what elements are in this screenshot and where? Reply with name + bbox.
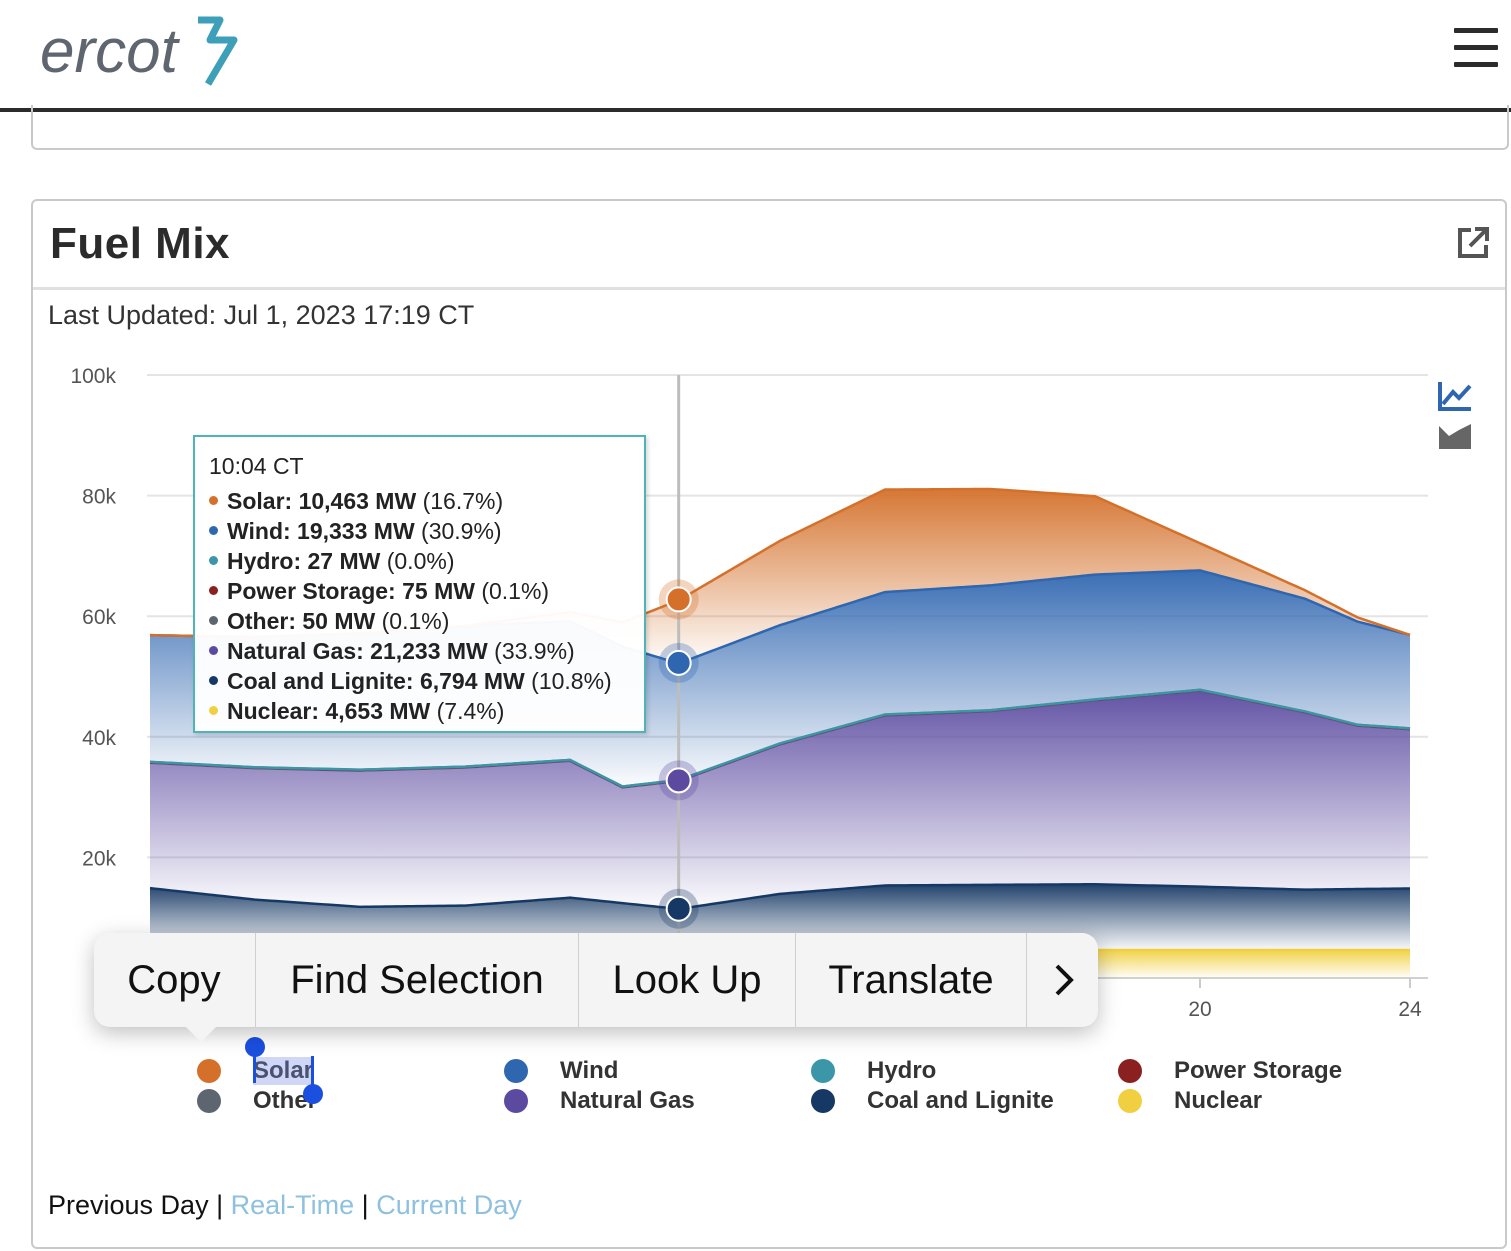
hover-marker-solar [665, 586, 692, 613]
tooltip-value: Natural Gas: 21,233 MW [227, 638, 488, 664]
selection-end-handle[interactable] [303, 1084, 323, 1104]
tooltip-value: Nuclear: 4,653 MW [227, 698, 431, 724]
separator: | [361, 1190, 369, 1220]
legend-label: Coal and Lignite [867, 1087, 1054, 1114]
x-tick-label: 24 [1398, 998, 1422, 1021]
legend-dot [811, 1059, 835, 1083]
line-coal-and-lignite [149, 882, 1411, 910]
area-solar [150, 488, 1410, 663]
tooltip-row: Other: 50 MW (0.1%) [209, 606, 630, 636]
hover-marker-natural-gas [665, 767, 692, 794]
external-link-icon[interactable] [1455, 225, 1491, 261]
current-day-link[interactable]: Current Day [376, 1190, 522, 1220]
y-tick-label: 40k [82, 727, 116, 750]
y-tick-label: 20k [82, 847, 116, 870]
tooltip-percent: (7.4%) [436, 698, 505, 724]
tooltip-row: Coal and Lignite: 6,794 MW (10.8%) [209, 666, 630, 696]
text-selection [253, 1057, 313, 1085]
chart-tooltip: 10:04 CT Solar: 10,463 MW (16.7%) Wind: 1… [193, 435, 646, 733]
tooltip-row: Hydro: 27 MW (0.0%) [209, 546, 630, 576]
chevron-right-icon[interactable] [1049, 963, 1079, 997]
tooltip-percent: (0.1%) [481, 578, 550, 604]
tooltip-value: Solar: 10,463 MW [227, 488, 417, 514]
legend-dot [197, 1089, 221, 1113]
tooltip-dot [209, 616, 218, 626]
legend-dot [1118, 1089, 1142, 1113]
separator: | [216, 1190, 224, 1220]
logo-text: ercot [40, 17, 181, 86]
y-tick-label: 100k [70, 365, 116, 388]
ercot-logo[interactable]: ercot [40, 6, 250, 96]
tooltip-row: Natural Gas: 21,233 MW (33.9%) [209, 636, 630, 666]
previous-day-text: Previous Day [48, 1190, 209, 1220]
legend-label: Natural Gas [560, 1087, 695, 1114]
selection-start-caret [253, 1050, 256, 1083]
tooltip-value: Wind: 19,333 MW [227, 518, 415, 544]
y-tick-label: 80k [82, 486, 116, 509]
copy-menu-item[interactable]: Copy [127, 958, 221, 1002]
tooltip-dot [209, 706, 218, 716]
selection-start-handle[interactable] [245, 1037, 265, 1057]
hamburger-icon[interactable] [1454, 28, 1500, 68]
legend-label: Hydro [867, 1057, 937, 1084]
previous-card [31, 105, 1509, 150]
tooltip-value: Coal and Lignite: 6,794 MW [227, 668, 525, 694]
tooltip-percent: (30.9%) [421, 518, 502, 544]
tooltip-dot [209, 676, 218, 686]
legend-label: Wind [560, 1057, 619, 1084]
x-tick-label: 20 [1188, 998, 1211, 1021]
tooltip-row: Wind: 19,333 MW (30.9%) [209, 516, 630, 546]
day-nav: Previous Day | Real-Time | Current Day [48, 1190, 522, 1221]
tooltip-percent: (0.1%) [381, 608, 450, 634]
tooltip-value: Power Storage: 75 MW [227, 578, 475, 604]
legend-dot [1118, 1059, 1142, 1083]
card-header: Fuel Mix [33, 201, 1505, 290]
tooltip-dot [209, 556, 218, 566]
legend-dot [811, 1089, 835, 1113]
tooltip-time: 10:04 CT [209, 453, 304, 479]
line-hydro [149, 688, 1411, 788]
line-chart-icon[interactable] [1437, 380, 1473, 412]
tooltip-row: Nuclear: 4,653 MW (7.4%) [209, 696, 630, 726]
find-selection-menu-item[interactable]: Find Selection [290, 958, 544, 1002]
y-tick-label: 60k [82, 606, 116, 629]
site-header: ercot [0, 0, 1511, 108]
tooltip-percent: (33.9%) [494, 638, 575, 664]
tooltip-percent: (10.8%) [531, 668, 612, 694]
last-updated: Last Updated: Jul 1, 2023 17:19 CT [48, 300, 475, 330]
area-natural-gas [150, 690, 1410, 909]
legend-dot [504, 1059, 528, 1083]
header-divider [0, 108, 1511, 112]
hover-marker-coal-and-lignite [665, 895, 692, 922]
legend-label: Power Storage [1174, 1057, 1343, 1084]
context-menu-pointer [185, 1026, 217, 1042]
real-time-link[interactable]: Real-Time [230, 1190, 355, 1220]
tooltip-value: Other: 50 MW [227, 608, 376, 634]
tooltip-value: Hydro: 27 MW [227, 548, 381, 574]
hover-marker-wind [665, 649, 692, 676]
lightning-icon [198, 16, 238, 86]
tooltip-dot [209, 586, 218, 596]
context-menu: Copy Find Selection Look Up Translate [94, 933, 1098, 1027]
card-title: Fuel Mix [50, 219, 231, 268]
tooltip-dot [209, 496, 218, 506]
look-up-menu-item[interactable]: Look Up [612, 958, 762, 1002]
fuel-mix-card: Fuel Mix [31, 199, 1507, 1249]
legend-dot [197, 1059, 221, 1083]
selection-end-caret [311, 1056, 314, 1089]
tooltip-row: Solar: 10,463 MW (16.7%) [209, 486, 630, 516]
area-chart-icon[interactable] [1437, 422, 1473, 450]
legend-label: Solar [253, 1057, 314, 1084]
tooltip-percent: (0.0%) [386, 548, 455, 574]
tooltip-dot [209, 526, 218, 536]
legend-label: Nuclear [1174, 1087, 1263, 1114]
tooltip-percent: (16.7%) [422, 488, 504, 514]
legend-dot [504, 1089, 528, 1113]
tooltip-dot [209, 646, 218, 656]
translate-menu-item[interactable]: Translate [828, 958, 994, 1002]
tooltip-row: Power Storage: 75 MW (0.1%) [209, 576, 630, 606]
